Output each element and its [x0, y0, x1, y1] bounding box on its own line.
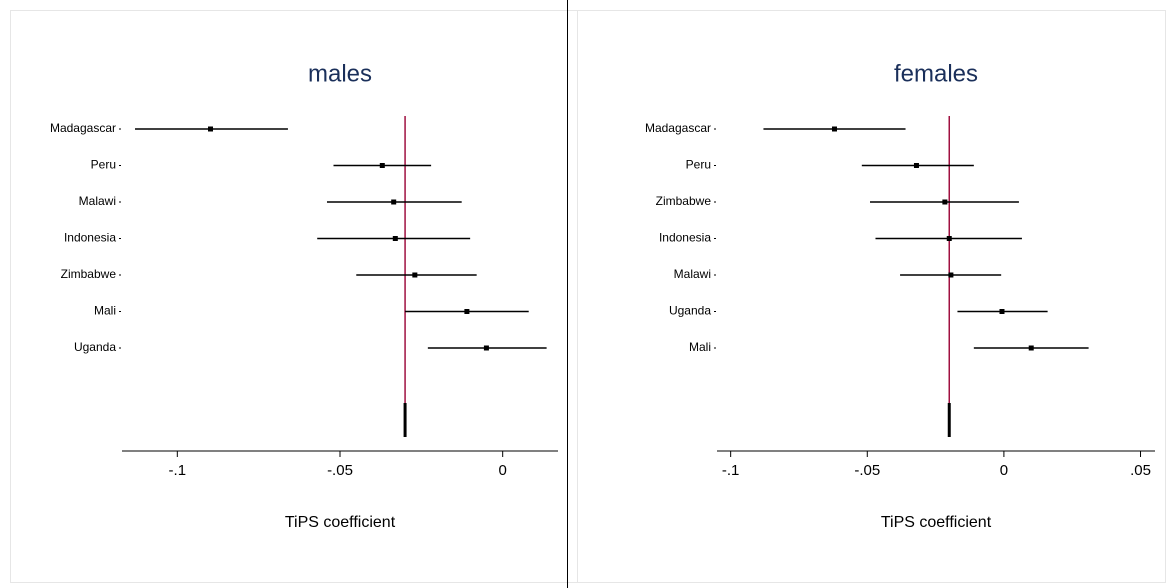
chart-title: males [308, 60, 372, 87]
category-label: Malawi [79, 194, 116, 208]
x-axis-title: TiPS coefficient [881, 514, 992, 531]
x-tick-label: -.05 [327, 462, 353, 479]
category-label: Indonesia [64, 231, 116, 245]
estimate-point [948, 272, 954, 278]
estimate-point [208, 126, 214, 132]
estimate-point [913, 163, 919, 168]
category-label: Peru [686, 158, 711, 172]
category-label: Malawi [674, 267, 711, 281]
category-label: Uganda [669, 304, 711, 318]
x-tick-label: -.05 [854, 462, 880, 479]
category-label: Madagascar [50, 121, 116, 135]
x-tick-label: 0 [499, 462, 507, 479]
estimate-point [942, 199, 948, 205]
estimate-point [392, 236, 398, 241]
x-tick-label: -.1 [169, 462, 187, 479]
estimate-point [831, 126, 837, 132]
category-label: Mali [94, 304, 116, 318]
chart-title: females [894, 60, 978, 87]
estimate-point [464, 309, 470, 314]
estimate-point [946, 236, 952, 241]
category-label: Uganda [74, 340, 116, 354]
estimate-point [1028, 345, 1034, 351]
category-label: Indonesia [659, 231, 711, 245]
category-label: Madagascar [645, 121, 711, 135]
x-axis-title: TiPS coefficient [285, 514, 396, 531]
category-label: Peru [91, 158, 116, 172]
estimate-point [379, 163, 385, 168]
category-label: Mali [689, 340, 711, 354]
x-tick-label: -.1 [722, 462, 740, 479]
x-tick-label: .05 [1130, 462, 1151, 479]
estimate-point [999, 309, 1005, 314]
estimate-point [483, 345, 489, 351]
panel-frame [10, 10, 586, 583]
x-tick-label: 0 [1000, 462, 1008, 479]
category-label: Zimbabwe [61, 267, 117, 281]
estimate-point [412, 272, 418, 278]
panel-frame [577, 10, 1166, 583]
category-label: Zimbabwe [656, 194, 712, 208]
estimate-point [391, 199, 397, 205]
